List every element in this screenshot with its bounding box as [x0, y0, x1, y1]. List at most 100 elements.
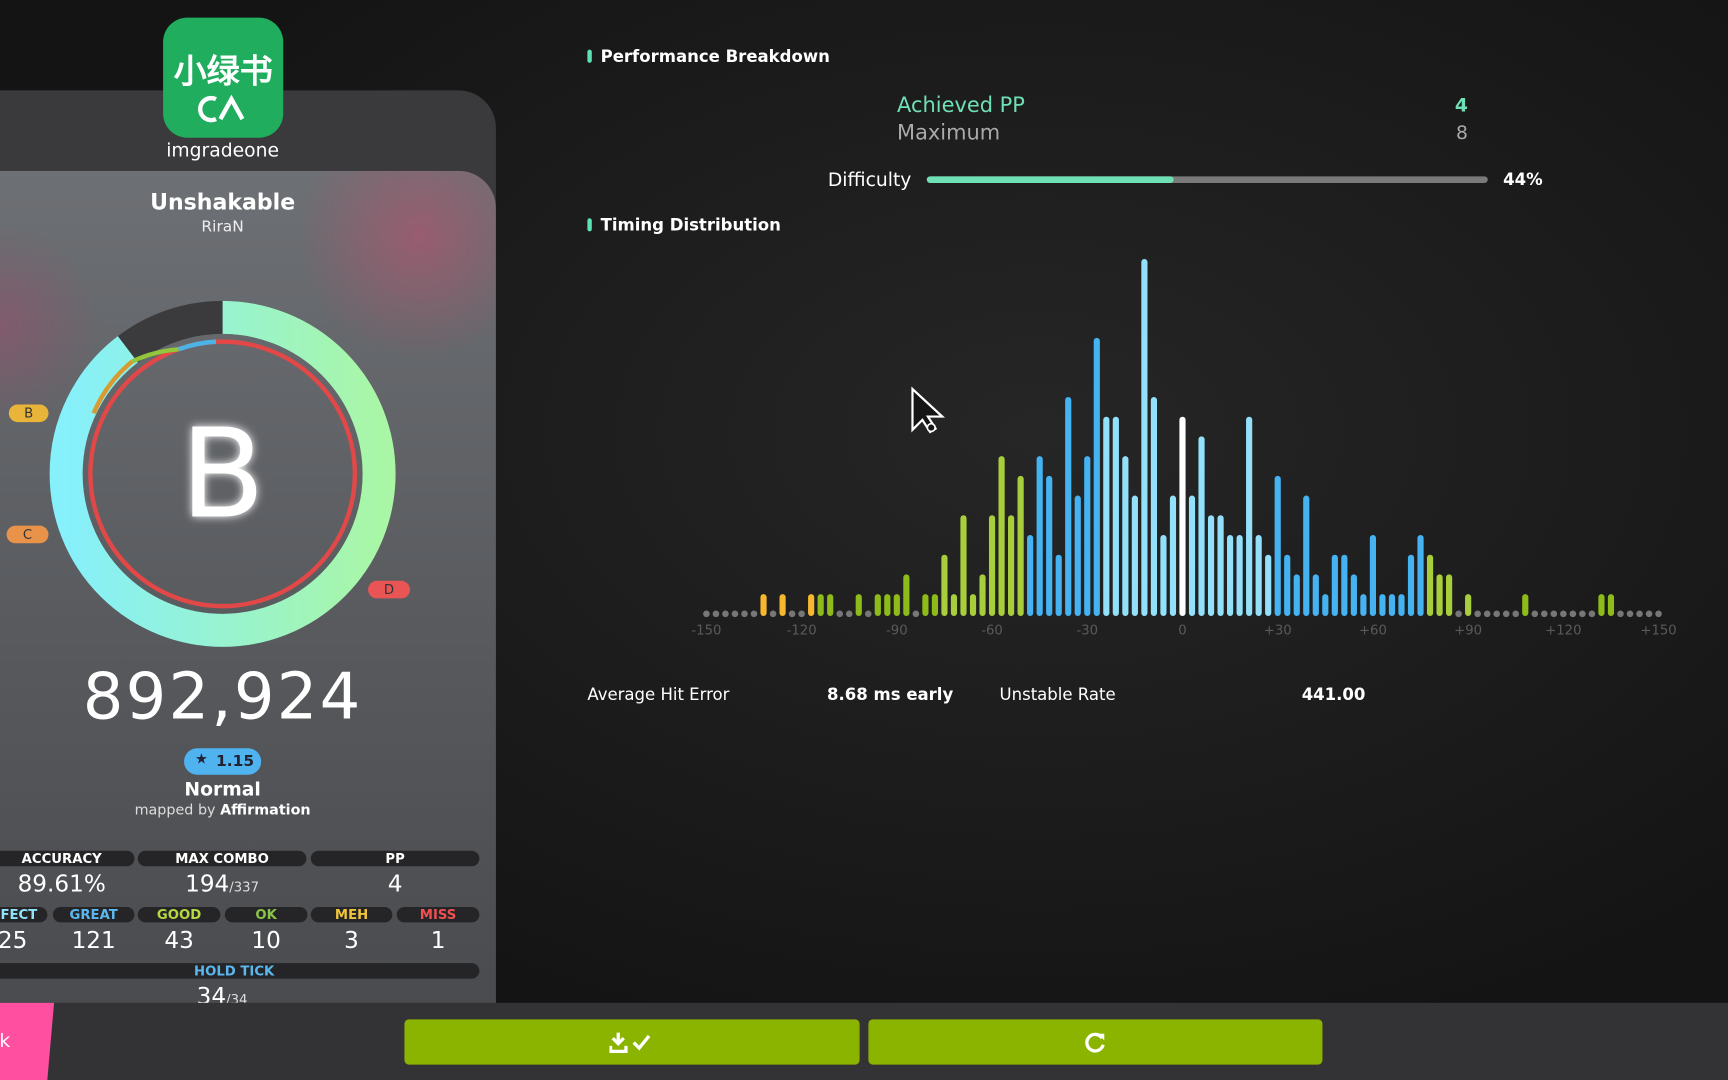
histogram-bar	[1207, 515, 1215, 617]
histogram-bar	[1188, 495, 1196, 617]
histogram-bar	[1179, 416, 1186, 617]
judgement-label: GREAT	[52, 906, 135, 923]
grade-marker: D	[368, 580, 410, 599]
histogram-bar	[988, 515, 996, 617]
judgement-count: 121	[71, 926, 116, 954]
histogram-empty-bin	[1483, 610, 1491, 618]
histogram-bar	[1341, 554, 1348, 617]
accuracy: 89.61%	[17, 870, 106, 898]
histogram-bar	[1055, 554, 1062, 617]
histogram-bar	[1198, 436, 1205, 617]
retry-button[interactable]	[868, 1019, 1323, 1065]
histogram-bar	[893, 594, 900, 617]
difficulty-label: Difficulty	[828, 170, 912, 191]
histogram-empty-bin	[798, 610, 805, 618]
histogram-bar	[1084, 456, 1091, 617]
judgement-count: 25	[0, 926, 28, 954]
histogram-bar	[1331, 554, 1338, 617]
maximum-pp: 8	[1456, 123, 1468, 144]
histogram-empty-bin	[1550, 610, 1558, 618]
histogram-bar	[1417, 534, 1424, 617]
histogram-bar	[1027, 534, 1034, 617]
chart-title: Timing Distribution	[601, 215, 781, 234]
histogram-empty-bin	[1588, 610, 1596, 618]
histogram-bar	[1465, 594, 1472, 617]
histogram-empty-bin	[1655, 610, 1662, 618]
judgement-label: OK	[224, 906, 308, 923]
histogram-bar	[922, 594, 929, 617]
beatmap-artist: RiraN	[201, 218, 244, 236]
back-label: Back	[0, 1030, 11, 1053]
histogram-bar	[1312, 574, 1319, 617]
histogram-empty-bin	[1541, 610, 1548, 618]
histogram-bar	[1227, 534, 1234, 617]
histogram-bar	[1284, 554, 1291, 617]
histogram-empty-bin	[912, 610, 920, 618]
histogram-bar	[1369, 534, 1377, 617]
histogram-bar	[1065, 396, 1072, 617]
histogram-empty-bin	[731, 610, 739, 618]
histogram-empty-bin	[741, 610, 748, 618]
achieved-pp: 4	[1455, 95, 1468, 116]
judgement-label: MISS	[396, 906, 480, 923]
histogram-bar	[1407, 554, 1415, 617]
histogram-empty-bin	[788, 610, 796, 618]
histogram-bar	[1265, 554, 1272, 617]
histogram-bar	[808, 594, 815, 617]
judgement-label: MEH	[310, 906, 393, 923]
watermark-logo	[198, 94, 245, 123]
watermark-icon: 小绿书	[163, 17, 284, 138]
hold-tick-label: HOLD TICK	[0, 963, 480, 979]
histogram-bar	[1074, 495, 1081, 617]
retry-icon	[1085, 1032, 1105, 1053]
inner-ring	[88, 339, 358, 609]
save-replay-button[interactable]	[404, 1019, 860, 1065]
x-tick-label: +150	[1640, 623, 1676, 638]
histogram-empty-bin	[1617, 610, 1624, 618]
histogram-bar	[1103, 416, 1110, 617]
histogram-bar	[1426, 554, 1434, 617]
difficulty-name: Normal	[184, 779, 261, 802]
mapper-line: mapped by Affirmation	[57, 802, 388, 819]
x-tick-label: -120	[787, 623, 817, 638]
histogram-bar	[1169, 495, 1177, 617]
histogram-bar	[1322, 594, 1329, 617]
histogram-empty-bin	[722, 610, 729, 618]
histogram-bar	[1017, 475, 1024, 617]
histogram-bar	[1131, 495, 1138, 617]
histogram-empty-bin	[712, 610, 720, 618]
back-button[interactable]: Back	[0, 1002, 55, 1080]
grade-marker: B	[8, 404, 49, 423]
hit-stat-value: 8.68 ms early	[827, 685, 953, 704]
histogram-bar	[817, 594, 824, 617]
histogram-bar	[950, 594, 958, 617]
histogram-bar	[1293, 574, 1300, 617]
histogram-empty-bin	[864, 610, 872, 618]
histogram-bar	[1598, 594, 1605, 617]
cursor-dot	[926, 422, 936, 433]
histogram-bar	[1236, 534, 1243, 617]
histogram-bar	[903, 574, 910, 617]
histogram-empty-bin	[1531, 610, 1539, 618]
histogram-empty-bin	[1560, 610, 1567, 618]
histogram-bar	[1379, 594, 1386, 617]
inner-ring-segment	[177, 339, 217, 352]
histogram-bar	[960, 515, 967, 617]
histogram-bar	[1436, 574, 1443, 617]
inner-ring-segment	[91, 359, 134, 415]
histogram-empty-bin	[1455, 610, 1462, 618]
histogram-empty-bin	[845, 610, 853, 618]
histogram-empty-bin	[1512, 610, 1520, 618]
x-tick-label: +90	[1454, 623, 1482, 638]
x-tick-label: -150	[691, 623, 721, 638]
grade-letter: B	[180, 402, 265, 546]
user-name: imgradeone	[166, 139, 280, 162]
histogram-bar	[1008, 515, 1015, 617]
histogram-bar	[884, 594, 891, 617]
histogram-empty-bin	[1645, 610, 1653, 618]
inner-ring-segment	[131, 347, 179, 364]
section-bullet	[587, 49, 592, 63]
histogram-bar	[1046, 475, 1053, 617]
histogram-bar	[855, 594, 862, 617]
x-tick-label: -90	[886, 623, 908, 638]
